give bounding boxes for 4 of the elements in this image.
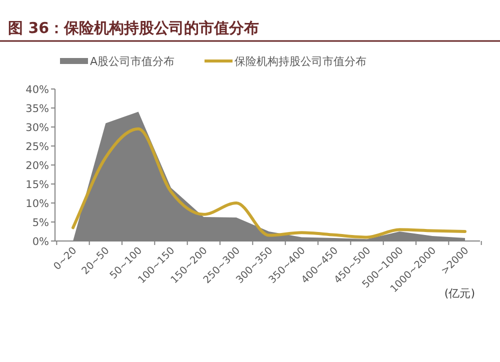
title: 图 36：保险机构持股公司的市值分布 [8,19,260,37]
legend-label: 保险机构持股公司市值分布 [234,55,367,68]
xlabel: (亿元) [444,287,475,300]
legend-label: A股公司市值分布 [90,55,175,68]
